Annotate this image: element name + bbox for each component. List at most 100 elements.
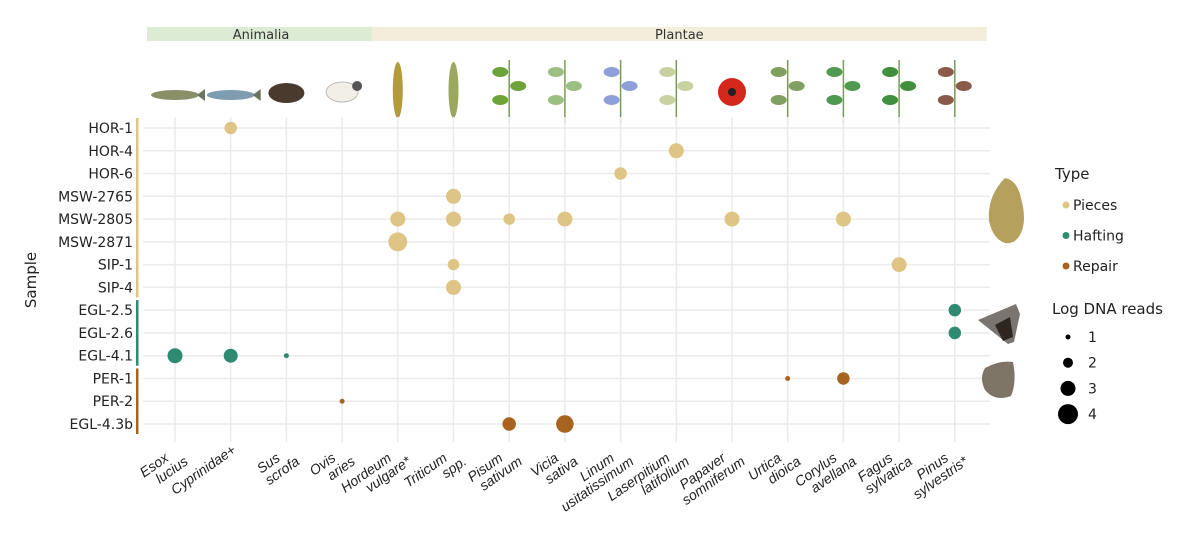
data-point-pieces (446, 279, 461, 295)
data-points (167, 121, 962, 433)
leaf-icon (826, 95, 843, 105)
legend-size-dot (1063, 357, 1073, 368)
type-bar-hafting (136, 300, 139, 366)
data-point-repair (785, 375, 791, 381)
x-tick-label: Hordeumvulgare* (338, 441, 414, 507)
y-tick-label: HOR-4 (88, 144, 133, 160)
group-label: Plantae (655, 28, 704, 43)
leaf-icon (788, 81, 805, 91)
data-point-hafting (948, 326, 962, 340)
data-point-repair (502, 417, 516, 431)
sheep-icon (325, 81, 359, 103)
data-point-pieces (503, 213, 515, 225)
data-point-repair (339, 398, 345, 404)
hafting-residue-image (995, 317, 1013, 341)
x-tick-label: Corylusavellana (792, 441, 860, 501)
organism-illustrations (151, 60, 972, 124)
leaf-icon (882, 67, 899, 77)
x-tick-label: Papaversomniferum (671, 441, 748, 508)
leaf-icon (492, 67, 509, 77)
data-point-hafting (167, 348, 183, 364)
legend-swatch-pieces (1062, 201, 1070, 209)
data-point-pieces (388, 232, 408, 252)
leaf-icon (510, 81, 527, 91)
y-axis-title: Sample (22, 252, 40, 308)
repair-artifact-image (982, 361, 1015, 398)
leaf-icon (565, 81, 582, 91)
y-tick-label: EGL-4.1 (78, 349, 133, 365)
leaf-icon (770, 95, 787, 105)
data-point-repair (837, 372, 850, 385)
data-point-hafting (223, 348, 238, 363)
leaf-icon (659, 67, 676, 77)
y-tick-label: HOR-6 (88, 167, 133, 183)
legend-size-dot (1058, 404, 1078, 425)
legend-swatch-repair (1062, 262, 1070, 270)
legend-type-label: Repair (1073, 259, 1118, 275)
leaf-icon (770, 67, 787, 77)
data-point-pieces (724, 211, 740, 227)
grid (143, 117, 990, 442)
data-point-pieces (614, 167, 627, 180)
y-tick-label: EGL-2.5 (78, 303, 133, 319)
x-tick-label: Susscrofa (254, 441, 303, 488)
legend-size-dot (1060, 380, 1076, 396)
leaf-icon (603, 95, 620, 105)
data-point-pieces (390, 211, 406, 227)
data-point-pieces (668, 143, 684, 159)
legend-size-label: 2 (1088, 356, 1097, 372)
x-tick-label: Viciasativa (527, 441, 580, 491)
data-point-hafting (948, 303, 962, 317)
y-tick-label: PER-1 (93, 371, 133, 387)
leaf-icon (659, 95, 676, 105)
type-bar-repair (136, 368, 139, 435)
legend-type-label: Hafting (1073, 229, 1124, 245)
sheep-head-icon (352, 81, 363, 91)
leaf-icon (882, 95, 899, 105)
y-tick-label: EGL-2.6 (78, 326, 133, 342)
x-tick-label: Urticadioica (745, 441, 804, 495)
fish-icon (151, 90, 199, 100)
data-point-pieces (446, 188, 461, 204)
birch-tar-piece-image (988, 178, 1024, 244)
legend-size-title: Log DNA reads (1052, 300, 1163, 318)
y-tick-label: MSW-2871 (58, 235, 133, 251)
leaf-icon (677, 81, 694, 91)
y-tick-label: MSW-2765 (58, 189, 133, 205)
legend-size-label: 4 (1088, 407, 1097, 423)
leaf-icon (955, 81, 972, 91)
leaf-icon (621, 81, 638, 91)
legend-type-title: Type (1054, 165, 1089, 183)
data-point-pieces (224, 121, 237, 135)
leaf-icon (937, 95, 954, 105)
y-tick-label: EGL-4.3b (70, 417, 134, 433)
data-point-repair (556, 415, 574, 433)
boar-icon (268, 83, 305, 103)
group-label: Animalia (233, 28, 290, 43)
y-tick-label: HOR-1 (88, 121, 133, 137)
fish-tail-icon (252, 89, 261, 101)
legend-size-label: 3 (1088, 381, 1097, 397)
x-tick-label: Pisumsativum (464, 441, 525, 496)
data-point-pieces (835, 211, 851, 227)
y-tick-label: SIP-1 (98, 258, 133, 274)
data-point-pieces (891, 257, 907, 273)
leaf-icon (900, 81, 917, 91)
type-bar-pieces (136, 118, 139, 298)
leaf-icon (547, 67, 564, 77)
x-tick-label: Fagussylvatica (854, 441, 915, 496)
legend-size-label: 1 (1088, 330, 1097, 346)
y-tick-label: SIP-4 (98, 280, 133, 296)
group-bar-plantae (371, 27, 987, 41)
leaf-icon (937, 67, 954, 77)
legend-size-dot (1065, 334, 1071, 340)
fish-tail-icon (197, 89, 205, 101)
leaf-icon (603, 67, 620, 77)
group-bar-animalia (147, 27, 376, 41)
x-tick-label: Pinussylvestris* (902, 441, 971, 502)
data-point-pieces (447, 258, 460, 271)
y-tick-label: MSW-2805 (58, 212, 133, 228)
grain-ear-icon (392, 62, 403, 118)
fish-icon (206, 90, 255, 100)
